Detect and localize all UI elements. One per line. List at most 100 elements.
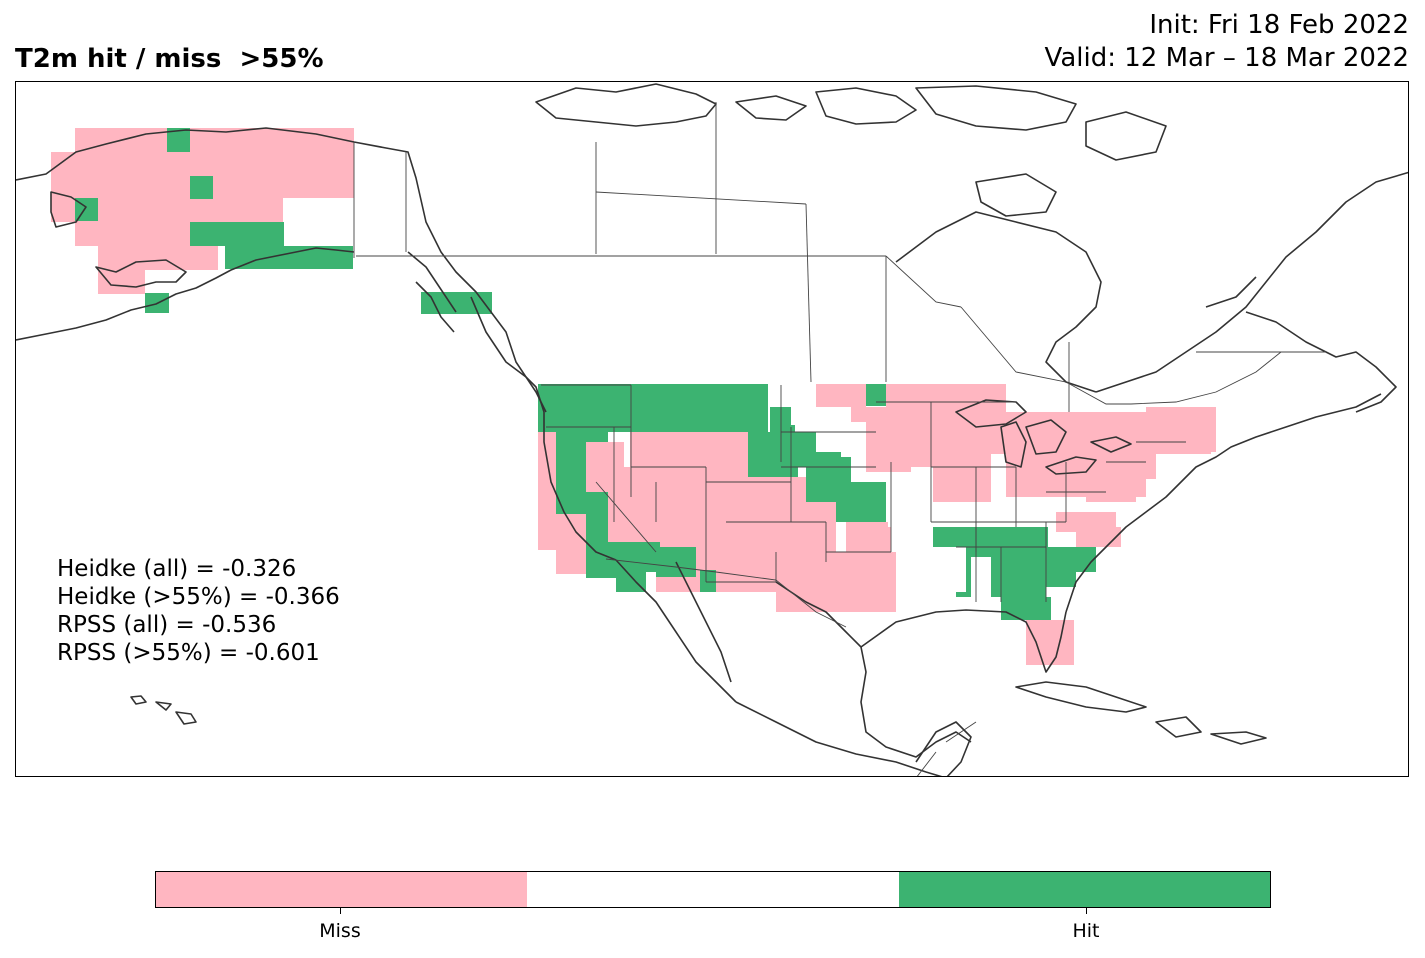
hit-cell	[538, 384, 630, 432]
hit-cell	[190, 222, 284, 246]
miss-cell	[816, 384, 866, 409]
coastline-path	[615, 559, 737, 703]
miss-cell	[1146, 407, 1216, 452]
miss-cell	[816, 582, 886, 612]
coastline-path	[415, 281, 455, 333]
skill-scores: Heidke (all) = -0.326 Heidke (>55%) = -0…	[57, 555, 340, 667]
hit-cell	[1046, 547, 1096, 572]
hit-cell	[225, 246, 353, 269]
no-forecast-cell	[781, 384, 816, 407]
border-path	[805, 203, 812, 383]
hit-cell	[190, 176, 213, 199]
coastline-path	[975, 173, 1057, 217]
coastline-path	[955, 399, 1027, 428]
coastline-path	[155, 701, 172, 711]
heidke-55: Heidke (>55%) = -0.366	[57, 584, 340, 610]
colorbar-tick-miss	[340, 908, 341, 914]
coastline-path	[1205, 276, 1257, 308]
border-path	[595, 191, 807, 205]
hit-cell	[933, 527, 1048, 547]
border-path	[916, 751, 937, 776]
miss-cell	[538, 432, 556, 550]
coastline-path	[175, 711, 197, 725]
coastlines	[16, 83, 1408, 776]
rpss-all: RPSS (all) = -0.536	[57, 612, 277, 638]
hit-cell	[866, 384, 888, 406]
coastline-path	[735, 701, 943, 776]
hit-cell	[421, 292, 492, 314]
miss-cell	[51, 152, 76, 222]
coastline-path	[50, 191, 87, 228]
border-path	[595, 481, 657, 553]
coastline-path	[1065, 393, 1382, 613]
map-canvas	[16, 83, 1408, 776]
coastline-path	[16, 127, 547, 413]
no-forecast-cell	[791, 407, 851, 425]
miss-cell	[1056, 512, 1116, 532]
coastline-path	[1090, 436, 1132, 453]
border-path	[945, 721, 977, 743]
map-frame	[15, 81, 1409, 777]
coastline-path	[95, 259, 187, 288]
no-forecast-cell	[941, 547, 966, 592]
coastline-path	[735, 95, 807, 121]
no-forecast-cell	[911, 467, 933, 527]
coastline-path	[1045, 456, 1097, 475]
hit-cell	[836, 482, 886, 522]
border-path	[605, 558, 847, 628]
forecast-cells	[51, 128, 1216, 665]
coastline-path	[1015, 681, 1147, 713]
coastline-path	[895, 211, 1102, 393]
coastline-path	[915, 721, 972, 776]
hit-cell	[616, 572, 646, 592]
valid-period: Valid: 12 Mar – 18 Mar 2022	[1044, 43, 1409, 73]
hit-cell	[1001, 597, 1051, 620]
hit-cell	[167, 128, 190, 152]
colorbar-miss-segment	[156, 872, 528, 907]
political-borders	[353, 102, 1326, 776]
init-date: Init: Fri 18 Feb 2022	[1149, 10, 1409, 40]
coastline-path	[1000, 421, 1027, 468]
miss-cell	[1116, 454, 1156, 479]
miss-cell	[886, 384, 1006, 414]
miss-cell	[700, 432, 748, 477]
coastline-path	[860, 609, 1067, 673]
rpss-55: RPSS (>55%) = -0.601	[57, 640, 320, 666]
miss-cell	[75, 198, 283, 222]
coastline-path	[1210, 731, 1267, 745]
coastline-path	[1155, 716, 1202, 738]
hit-cell	[630, 542, 660, 572]
no-forecast-cell	[816, 422, 866, 452]
coastline-path	[16, 247, 355, 341]
colorbar-hit-segment	[898, 872, 1270, 907]
colorbar-label-hit: Hit	[1072, 920, 1100, 942]
coastline-path	[1085, 111, 1167, 161]
colorbar	[155, 871, 1271, 908]
coastline-path	[130, 695, 147, 705]
miss-cell	[1026, 620, 1074, 665]
coastline-path	[535, 83, 717, 127]
colorbar-label-miss: Miss	[319, 920, 361, 942]
miss-cell	[630, 432, 700, 472]
coastline-path	[815, 87, 917, 125]
miss-cell	[98, 246, 218, 270]
border-path	[885, 255, 962, 308]
coastline-path	[470, 296, 617, 561]
coastline-path	[675, 561, 732, 683]
coastline-path	[407, 251, 457, 313]
heidke-all: Heidke (all) = -0.326	[57, 556, 297, 582]
coastline-path	[915, 85, 1077, 131]
miss-cell	[796, 502, 836, 532]
coastline-path	[775, 581, 972, 758]
miss-cell	[846, 522, 891, 562]
hit-cell	[630, 384, 768, 432]
colorbar-neutral-segment	[527, 872, 899, 907]
miss-cell	[75, 128, 354, 198]
colorbar-tick-hit	[1086, 908, 1087, 914]
coastline-path	[1245, 311, 1397, 413]
coastline-path	[1025, 419, 1067, 455]
chart-title: T2m hit / miss >55%	[15, 44, 324, 74]
coastline-path	[1095, 171, 1408, 393]
no-forecast-cell	[971, 557, 991, 597]
miss-cell	[98, 270, 145, 294]
